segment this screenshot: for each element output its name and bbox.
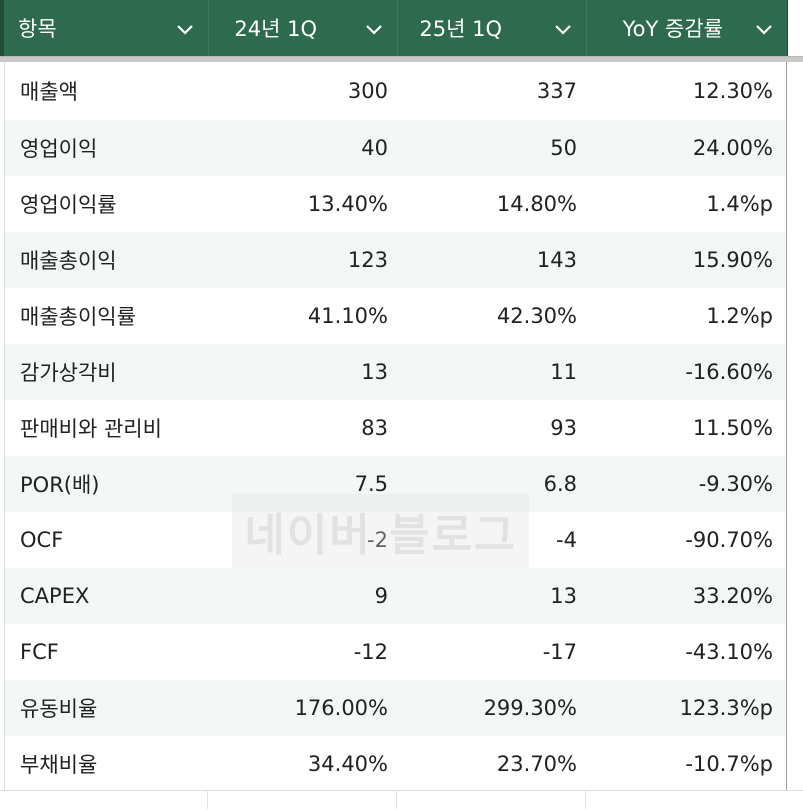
chevron-down-icon[interactable] <box>753 18 775 40</box>
table-row: 감가상각비 13 11 -16.60% <box>4 344 787 400</box>
cell-25q1[interactable]: 14.80% <box>496 192 577 216</box>
cell-25q1[interactable]: 11 <box>550 360 577 384</box>
table-row: 매출총이익률 41.10% 42.30% 1.2%p <box>4 288 787 344</box>
cell-25q1[interactable]: 299.30% <box>483 696 577 720</box>
column-header-yoy[interactable]: YoY 증감률 <box>587 0 787 56</box>
column-header-24q1[interactable]: 24년 1Q <box>209 0 398 56</box>
cell-item[interactable]: 부채비율 <box>20 753 98 777</box>
cell-24q1[interactable]: 9 <box>374 584 388 608</box>
cell-25q1[interactable]: 50 <box>550 136 577 160</box>
table-row: 영업이익률 13.40% 14.80% 1.4%p <box>4 176 787 232</box>
cell-item[interactable]: 매출총이익 <box>20 249 117 273</box>
cell-25q1[interactable]: 337 <box>536 79 577 103</box>
grid-margin <box>787 62 803 809</box>
cell-yoy[interactable]: 33.20% <box>692 584 773 608</box>
table-row: 매출액 300 337 12.30% <box>4 62 787 120</box>
table-row: OCF -2 -4 -90.70% <box>4 512 787 568</box>
chevron-down-icon[interactable] <box>363 18 385 40</box>
cell-yoy[interactable]: 1.4%p <box>706 192 773 216</box>
cell-item[interactable]: CAPEX <box>20 584 90 608</box>
grid-line <box>207 790 208 809</box>
cell-24q1[interactable]: 7.5 <box>354 472 388 496</box>
empty-grid-row[interactable] <box>0 790 803 810</box>
cell-24q1[interactable]: -2 <box>367 528 388 552</box>
column-header-label: 24년 1Q <box>234 17 317 41</box>
cell-24q1[interactable]: 83 <box>361 416 388 440</box>
column-header-label: YoY 증감률 <box>622 17 723 41</box>
cell-item[interactable]: 매출액 <box>20 80 78 104</box>
cell-item[interactable]: 유동비율 <box>20 697 98 721</box>
cell-24q1[interactable]: 13.40% <box>307 192 388 216</box>
table-body: 매출액 300 337 12.30% 영업이익 40 50 24.00% 영업이… <box>4 62 787 792</box>
cell-item[interactable]: 감가상각비 <box>20 361 117 385</box>
cell-yoy[interactable]: -43.10% <box>685 640 773 664</box>
table-row: FCF -12 -17 -43.10% <box>4 624 787 680</box>
table-row: POR(배) 7.5 6.8 -9.30% <box>4 456 787 512</box>
cell-24q1[interactable]: 41.10% <box>307 304 388 328</box>
cell-yoy[interactable]: -16.60% <box>685 360 773 384</box>
table-header: 항목 24년 1Q 25년 1Q YoY 증감률 <box>4 0 788 56</box>
cell-24q1[interactable]: 123 <box>347 248 388 272</box>
cell-24q1[interactable]: 34.40% <box>307 752 388 776</box>
cell-yoy[interactable]: 15.90% <box>692 248 773 272</box>
cell-yoy[interactable]: -90.70% <box>685 528 773 552</box>
cell-25q1[interactable]: 143 <box>536 248 577 272</box>
cell-24q1[interactable]: 40 <box>361 136 388 160</box>
column-header-label: 25년 1Q <box>419 17 502 41</box>
cell-24q1[interactable]: -12 <box>353 640 388 664</box>
cell-25q1[interactable]: 23.70% <box>496 752 577 776</box>
column-header-label: 항목 <box>18 17 57 41</box>
table-row: CAPEX 9 13 33.20% <box>4 568 787 624</box>
cell-item[interactable]: 매출총이익률 <box>20 305 136 329</box>
cell-25q1[interactable]: 42.30% <box>496 304 577 328</box>
cell-item[interactable]: POR(배) <box>20 473 100 497</box>
cell-item[interactable]: OCF <box>20 528 64 552</box>
column-header-item[interactable]: 항목 <box>4 0 209 56</box>
cell-25q1[interactable]: 93 <box>550 416 577 440</box>
cell-item[interactable]: 영업이익 <box>20 137 98 161</box>
frozen-row-divider[interactable] <box>0 56 803 62</box>
cell-24q1[interactable]: 300 <box>347 79 388 103</box>
cell-yoy[interactable]: -9.30% <box>698 472 773 496</box>
cell-item[interactable]: 영업이익률 <box>20 193 117 217</box>
cell-24q1[interactable]: 176.00% <box>294 696 388 720</box>
cell-item[interactable]: 판매비와 관리비 <box>20 417 162 441</box>
cell-yoy[interactable]: -10.7%p <box>685 752 773 776</box>
cell-yoy[interactable]: 24.00% <box>692 136 773 160</box>
table-row: 판매비와 관리비 83 93 11.50% <box>4 400 787 456</box>
cell-25q1[interactable]: 6.8 <box>543 472 577 496</box>
header-left-edge <box>0 0 4 62</box>
column-header-25q1[interactable]: 25년 1Q <box>398 0 587 56</box>
grid-line <box>396 790 397 809</box>
table-row: 부채비율 34.40% 23.70% -10.7%p <box>4 736 787 792</box>
cell-25q1[interactable]: -17 <box>542 640 577 664</box>
chevron-down-icon[interactable] <box>174 18 196 40</box>
table-row: 매출총이익 123 143 15.90% <box>4 232 787 288</box>
cell-25q1[interactable]: -4 <box>556 528 577 552</box>
cell-25q1[interactable]: 13 <box>550 584 577 608</box>
cell-yoy[interactable]: 12.30% <box>692 79 773 103</box>
cell-yoy[interactable]: 11.50% <box>692 416 773 440</box>
chevron-down-icon[interactable] <box>552 18 574 40</box>
grid-line <box>585 790 586 809</box>
cell-yoy[interactable]: 1.2%p <box>706 304 773 328</box>
table-row: 영업이익 40 50 24.00% <box>4 120 787 176</box>
cell-yoy[interactable]: 123.3%p <box>679 696 773 720</box>
table-row: 유동비율 176.00% 299.30% 123.3%p <box>4 680 787 736</box>
blog-watermark: 네이버 블로그 <box>232 494 529 568</box>
cell-24q1[interactable]: 13 <box>361 360 388 384</box>
cell-item[interactable]: FCF <box>20 640 59 664</box>
